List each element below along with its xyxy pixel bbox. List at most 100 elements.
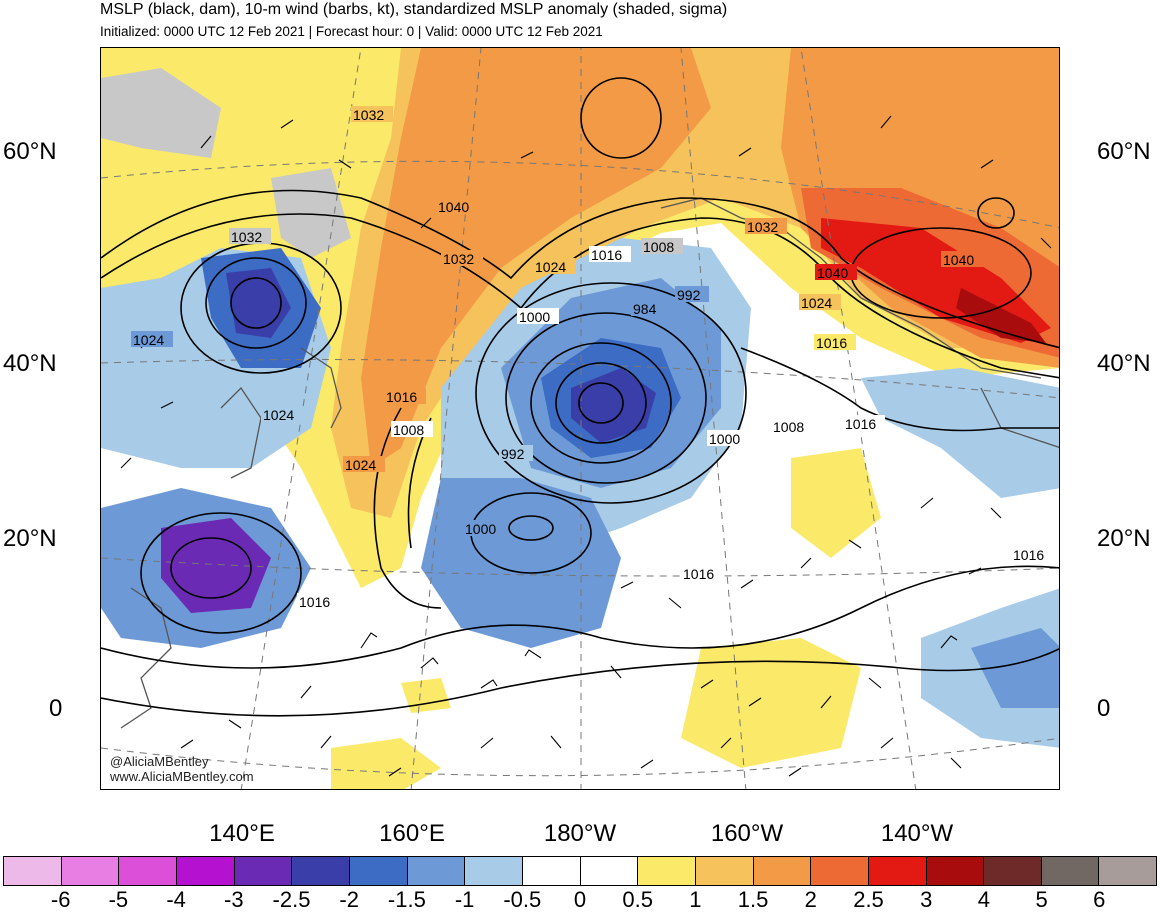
contour-label: 1040	[943, 252, 974, 268]
contour-label: 1024	[133, 332, 164, 348]
wind-barbs	[120, 115, 1052, 777]
lat-label-40n-left: 40°N	[3, 350, 57, 377]
colorbar-segment	[522, 857, 581, 885]
negative-anomaly-east	[861, 368, 1059, 498]
contour-labels: 1032 1032 1040 1032 1024 1016 1008 992 9…	[131, 106, 1044, 610]
positive-anomaly-south-2	[331, 738, 441, 789]
contour-label: 1024	[263, 407, 294, 423]
colorbar-label: 6	[1093, 887, 1106, 912]
colorbar-label: -1	[454, 887, 475, 912]
chart-title: MSLP (black, dam), 10-m wind (barbs, kt)…	[100, 1, 728, 18]
colorbar-label: 1.5	[737, 887, 769, 912]
colorbar-segment	[176, 857, 235, 885]
graticule	[101, 48, 1059, 789]
negative-anomaly-low-south	[421, 478, 621, 648]
colorbar-segment	[811, 857, 869, 885]
colorbar-label: -2.5	[272, 887, 311, 912]
colorbar-label: 1	[689, 887, 702, 912]
colorbar-label: 4	[977, 887, 991, 912]
lon-label-140e: 140°E	[209, 820, 275, 847]
contour-label: 1000	[519, 309, 550, 325]
colorbar-label: 0.5	[622, 887, 653, 912]
map-graphic: 1032 1032 1040 1032 1024 1016 1008 992 9…	[101, 48, 1059, 789]
colorbar-segment	[4, 857, 62, 885]
lat-label-20n-right: 20°N	[1097, 525, 1151, 552]
colorbar-segment	[407, 857, 466, 885]
lon-label-160e: 160°E	[379, 820, 445, 847]
lat-label-60n-right: 60°N	[1097, 138, 1151, 165]
contour-label: 1016	[683, 566, 714, 582]
colorbar-segment	[926, 857, 985, 885]
colorbar-label: -3	[224, 887, 244, 912]
contour-label: 1016	[816, 335, 847, 351]
contour-label: 1000	[709, 431, 740, 447]
colorbar-label: -4	[166, 887, 186, 912]
chart-subtitle: Initialized: 0000 UTC 12 Feb 2021 | Fore…	[100, 24, 603, 39]
contour-label: 1008	[773, 419, 804, 435]
contour-label: 1032	[353, 107, 384, 123]
colorbar-segment	[984, 857, 1042, 885]
colorbar-segment	[1099, 857, 1157, 885]
contour-label: 992	[501, 446, 525, 462]
contour-label: 1024	[801, 295, 832, 311]
colorbar-label: -6	[50, 887, 71, 912]
land-mask-gray	[101, 68, 221, 158]
positive-anomaly-south-1	[681, 638, 861, 768]
lon-label-160w: 160°W	[710, 820, 784, 847]
contour-label: 1024	[345, 457, 376, 473]
colorbar-label: 2	[804, 887, 817, 912]
contour-label: 1000	[465, 521, 496, 537]
lon-label-180w: 180°W	[543, 820, 617, 847]
isobars	[101, 77, 1059, 717]
colorbar-segment	[292, 857, 350, 885]
positive-anomaly-max	[956, 288, 1046, 343]
contour-label: 1040	[438, 199, 469, 215]
contour-label: 984	[633, 301, 657, 317]
positive-anomaly-south-4	[401, 678, 451, 713]
colorbar-segment	[695, 857, 754, 885]
colorbar-segment	[1041, 857, 1100, 885]
lat-label-0-left: 0	[49, 695, 63, 722]
colorbar-label: 3	[920, 887, 933, 912]
weather-map: 1032 1032 1040 1032 1024 1016 1008 992 9…	[100, 47, 1060, 790]
colorbar-label: -5	[108, 887, 129, 912]
watermark-url: www.AliciaMBentley.com	[110, 769, 254, 784]
colorbar-segment	[868, 857, 927, 885]
contour-label: 1032	[443, 251, 474, 267]
colorbar-label: 5	[1035, 887, 1048, 912]
contour-label: 1024	[535, 259, 566, 275]
positive-anomaly-strong	[361, 48, 711, 468]
colorbar-label: -1.5	[387, 887, 426, 912]
watermark-handle: @AliciaMBentley	[110, 754, 209, 769]
colorbar-segment	[753, 857, 812, 885]
lat-label-40n-right: 40°N	[1097, 350, 1151, 377]
colorbar-label: -0.5	[503, 887, 542, 912]
contour-label: 1016	[845, 416, 876, 432]
contour-label: 1032	[747, 219, 778, 235]
contour-label: 1008	[393, 422, 424, 438]
contour-label: 1016	[386, 389, 417, 405]
contour-label: 1040	[817, 265, 848, 281]
colorbar-segment	[638, 857, 696, 885]
lat-label-0-right: 0	[1097, 695, 1111, 722]
contour-label: 1016	[591, 247, 622, 263]
contour-label: 1016	[299, 594, 330, 610]
colorbar-segment	[580, 857, 639, 885]
colorbar-segment	[349, 857, 408, 885]
lon-label-140w: 140°W	[880, 820, 954, 847]
negative-anomaly-southeast-mid	[971, 628, 1059, 708]
contour-label: 1008	[643, 239, 674, 255]
colorbar	[3, 856, 1157, 886]
lat-label-60n-left: 60°N	[3, 138, 57, 165]
negative-anomaly-southwest-core	[161, 518, 271, 613]
lat-label-20n-left: 20°N	[3, 525, 57, 552]
positive-anomaly-south-3	[791, 448, 881, 558]
colorbar-label: -2	[339, 887, 359, 912]
colorbar-segment	[61, 857, 120, 885]
colorbar-segment	[234, 857, 293, 885]
contour-label: 1032	[231, 229, 262, 245]
colorbar-label: 2.5	[853, 887, 884, 912]
contour-label: 1016	[1013, 547, 1044, 563]
colorbar-label: 0	[573, 887, 587, 912]
colorbar-segment	[119, 857, 177, 885]
